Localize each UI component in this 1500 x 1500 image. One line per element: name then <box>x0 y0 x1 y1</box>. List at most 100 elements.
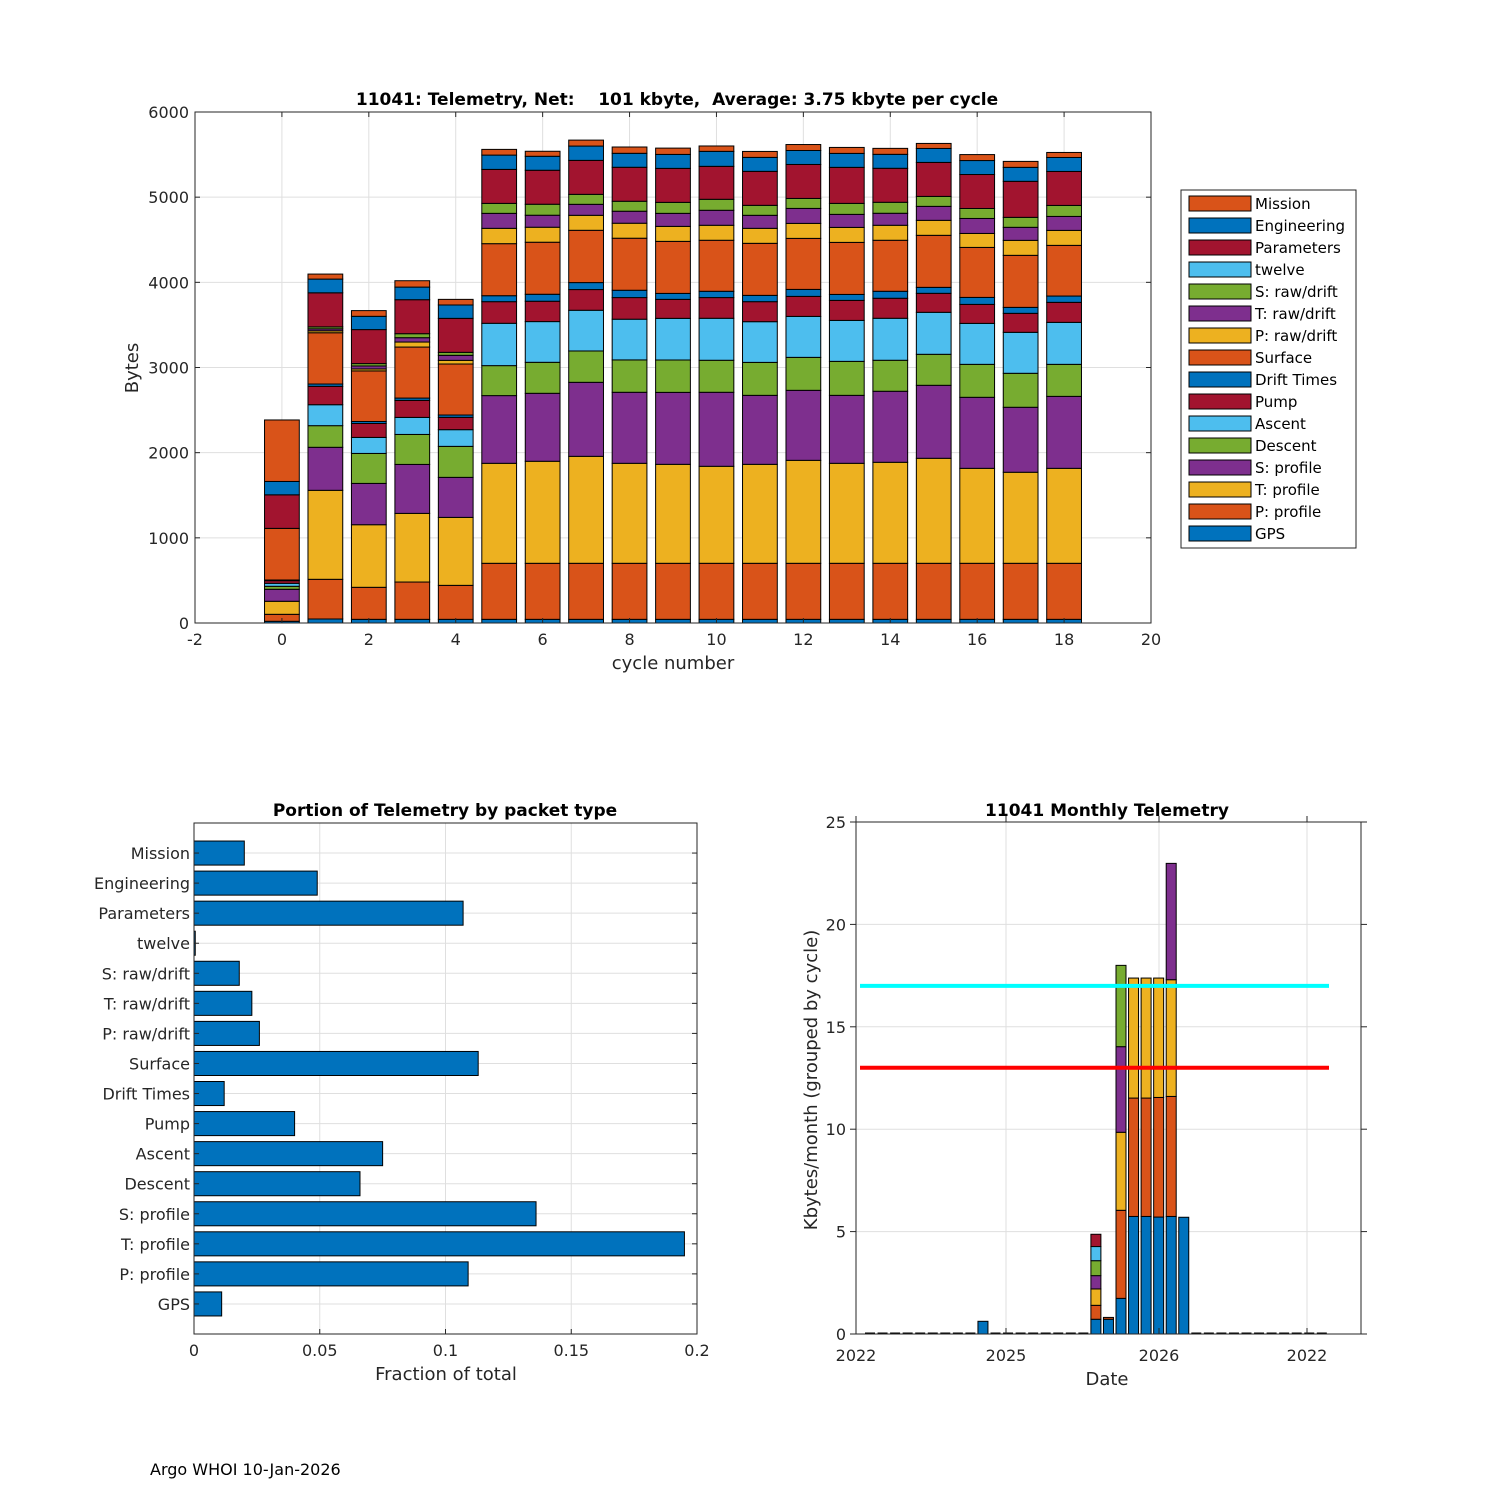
top-xtick-label: 4 <box>451 630 461 649</box>
bar-segment-s-raw-drift <box>959 207 996 219</box>
bar-segment-t-profile <box>1046 467 1082 564</box>
bar-segment-mission <box>915 142 952 149</box>
bar-segment-pump <box>1002 312 1039 333</box>
legend-label-parameters: Parameters <box>1255 239 1341 257</box>
bar-segment-t-profile <box>437 516 474 586</box>
bar-segment-parameters <box>655 167 691 203</box>
legend-swatch-surface <box>1188 349 1252 366</box>
monthly-bar-segment-descent <box>1090 1260 1102 1277</box>
monthly-bar-segment-p-profile <box>1165 1095 1177 1217</box>
bar-segment-surface <box>872 239 909 292</box>
monthly-xtick-label: 2026 <box>1139 1346 1180 1365</box>
bar-segment-engineering <box>1002 166 1039 182</box>
bar-segment-s-profile <box>872 390 909 463</box>
bar-segment-p-profile <box>394 581 431 620</box>
bar-segment-mission <box>959 154 996 162</box>
bar-segment-parameters <box>350 329 387 365</box>
monthly-bar-segment-t-profile <box>1128 977 1140 1099</box>
monthly-chart-grid <box>855 821 1361 1335</box>
top-chart-bars <box>264 139 1082 624</box>
monthly-xtick-label: 2022 <box>836 1346 877 1365</box>
bar-segment-s-profile <box>1046 395 1082 469</box>
bar-segment-engineering <box>872 153 909 169</box>
monthly-ytick-label: 5 <box>836 1223 846 1242</box>
portion-chart: Portion of Telemetry by packet type 0 0.0… <box>94 801 710 1385</box>
legend-swatch-descent <box>1188 437 1252 454</box>
bar-segment-t-profile <box>568 455 604 564</box>
bar-segment-p-profile <box>655 562 691 620</box>
bar-segment-t-profile <box>350 524 387 588</box>
bar-segment-descent <box>959 363 996 398</box>
bar-segment-mission <box>264 419 300 482</box>
bar-segment-surface <box>350 370 387 422</box>
bar-segment-p-profile <box>1046 562 1082 620</box>
portion-ytick-label: S: raw/drift <box>102 964 190 983</box>
bar-segment-engineering <box>568 145 604 161</box>
bar-segment-t-raw-drift <box>655 212 691 227</box>
top-xtick-label: 20 <box>1141 630 1161 649</box>
footer-credit: Argo WHOI 10-Jan-2026 <box>150 1460 341 1479</box>
bar-segment-s-raw-drift <box>568 193 604 205</box>
bar-segment-drift-times <box>872 290 909 299</box>
bar-segment-t-raw-drift <box>1002 226 1039 241</box>
bar-segment-descent <box>1002 372 1039 408</box>
bar-segment-mission <box>437 298 474 306</box>
bar-segment-t-raw-drift <box>959 217 996 234</box>
bar-segment-pump <box>698 297 735 319</box>
portion-ytick-label: Surface <box>129 1054 190 1073</box>
bar-segment-mission <box>655 147 691 155</box>
bar-segment-drift-times <box>698 290 735 299</box>
bar-segment-drift-times <box>1002 306 1039 314</box>
bar-segment-descent <box>524 361 561 394</box>
portion-chart-title: Portion of Telemetry by packet type <box>273 801 617 821</box>
top-chart-xlabel: cycle number <box>612 653 735 674</box>
legend-swatch-mission <box>1188 195 1252 212</box>
bar-segment-drift-times <box>915 286 952 294</box>
bar-segment-s-profile <box>785 389 822 461</box>
top-xtick-label: 10 <box>706 630 726 649</box>
bar-segment-surface <box>959 246 996 298</box>
monthly-bar-segment-p-profile <box>1115 1209 1127 1299</box>
monthly-chart-bars <box>865 862 1327 1335</box>
bar-segment-parameters <box>698 165 735 200</box>
portion-chart-grid <box>193 823 698 1334</box>
bar-segment-descent <box>437 445 474 478</box>
monthly-chart-xlabel: Date <box>1085 1369 1128 1390</box>
bar-segment-ascent <box>785 315 822 358</box>
portion-bar-engineering <box>193 870 318 896</box>
monthly-bar-segment-gps <box>1090 1318 1102 1335</box>
bar-segment-mission <box>1046 151 1082 158</box>
bar-segment-s-profile <box>568 381 604 457</box>
bar-segment-mission <box>742 150 778 158</box>
bar-segment-engineering <box>307 278 344 294</box>
portion-ytick-label: Engineering <box>94 874 190 893</box>
monthly-ytick-label: 0 <box>836 1325 846 1344</box>
bar-segment-engineering <box>828 152 865 168</box>
top-chart-ticks: -2 0 2 4 6 8 10 12 14 16 18 20010002000300040005000… <box>148 103 1161 649</box>
bar-segment-p-raw-drift <box>785 222 822 239</box>
bar-segment-surface <box>785 237 822 290</box>
bar-segment-engineering <box>611 152 648 168</box>
top-xtick-label: 8 <box>624 630 634 649</box>
bar-segment-gps <box>828 618 865 624</box>
portion-bar-surface <box>193 1050 479 1076</box>
bar-segment-t-profile <box>655 463 691 564</box>
bar-segment-s-profile <box>611 391 648 464</box>
bar-segment-engineering <box>959 160 996 176</box>
bar-segment-p-raw-drift <box>568 214 604 231</box>
bar-segment-parameters <box>828 166 865 204</box>
bar-segment-s-profile <box>828 394 865 464</box>
bar-segment-s-raw-drift <box>524 203 561 216</box>
bar-segment-descent <box>698 359 735 393</box>
bar-segment-ascent <box>959 322 996 365</box>
bar-segment-pump <box>915 292 952 313</box>
top-ytick-label: 0 <box>179 614 189 633</box>
bar-segment-mission <box>828 146 865 154</box>
bar-segment-gps <box>394 618 431 624</box>
bar-segment-p-profile <box>828 562 865 620</box>
top-xtick-label: 0 <box>277 630 287 649</box>
bar-segment-s-raw-drift <box>611 200 648 212</box>
bar-segment-t-raw-drift <box>437 354 474 361</box>
bar-segment-descent <box>872 359 909 392</box>
top-ytick-label: 5000 <box>148 188 189 207</box>
